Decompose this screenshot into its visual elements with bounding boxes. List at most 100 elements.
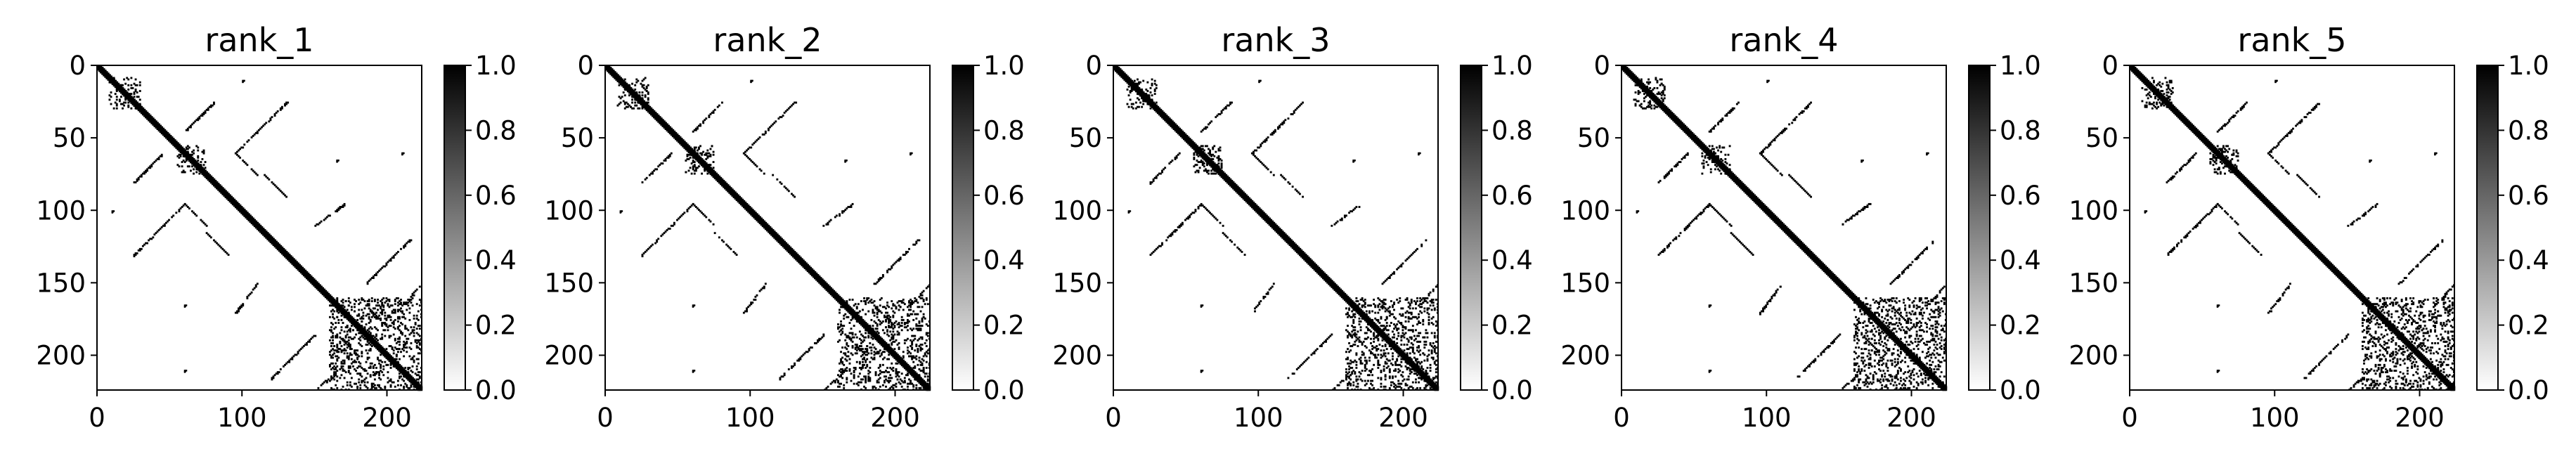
heatmap-cell (396, 362, 400, 365)
heatmap-cell (779, 236, 782, 239)
heatmap-cell (869, 361, 872, 363)
heatmap-cell (195, 168, 198, 171)
heatmap-cell (231, 202, 235, 206)
heatmap-cell (910, 382, 912, 385)
heatmap-cell (885, 344, 888, 346)
heatmap-cell (644, 178, 647, 181)
heatmap-cell (361, 316, 363, 318)
heatmap-cell (912, 371, 915, 374)
heatmap-cell (350, 317, 354, 320)
heatmap-cell (378, 362, 381, 365)
heatmap-cell (246, 217, 249, 220)
heatmap-cell (910, 309, 912, 311)
heatmap-cell (608, 68, 611, 71)
heatmap-cell (242, 303, 245, 306)
heatmap-cell (865, 313, 867, 316)
heatmap-cell (911, 370, 914, 372)
heatmap-cell (888, 318, 891, 321)
heatmap-cell (872, 332, 874, 335)
heatmap-cell (829, 219, 832, 221)
heatmap-cell (760, 169, 763, 172)
heatmap-cell (295, 265, 298, 268)
heatmap-cell (182, 171, 185, 174)
heatmap-cell (336, 303, 339, 306)
heatmap-cell (791, 367, 793, 369)
heatmap-cell (822, 280, 825, 283)
heatmap-cell (321, 288, 324, 291)
heatmap-cell (254, 223, 258, 226)
heatmap-cell (922, 381, 925, 384)
heatmap-cell (201, 158, 204, 160)
heatmap-cell (329, 304, 331, 307)
heatmap-cell (799, 358, 802, 361)
heatmap-cell (880, 371, 883, 374)
heatmap-cell (806, 269, 809, 273)
heatmap-cell (922, 355, 925, 358)
heatmap-cell (915, 372, 918, 375)
heatmap-cell (881, 275, 884, 278)
heatmap-cell (358, 365, 361, 368)
heatmap-cell (292, 258, 295, 261)
heatmap-cell (791, 251, 794, 254)
heatmap-cell (881, 345, 884, 347)
heatmap-cell (399, 363, 401, 367)
heatmap-cell (772, 235, 775, 238)
heatmap-cell (344, 313, 347, 316)
heatmap-cell (164, 130, 168, 134)
heatmap-cell (840, 300, 843, 303)
heatmap-cell (696, 158, 699, 161)
heatmap-cell (201, 220, 204, 223)
heatmap-cell (343, 204, 346, 207)
heatmap-cell (910, 370, 912, 372)
heatmap-cell (892, 387, 895, 389)
heatmap-cell (798, 255, 801, 258)
heatmap-cell (874, 283, 877, 285)
heatmap-cell (840, 374, 843, 377)
heatmap-cell (329, 294, 332, 297)
heatmap-cell (247, 294, 250, 297)
heatmap-cell (683, 145, 686, 148)
heatmap-cell (363, 300, 366, 303)
heatmap-cell (667, 126, 670, 129)
heatmap-cell (391, 304, 394, 307)
heatmap-cell (783, 372, 786, 375)
heatmap-cell (865, 303, 867, 306)
heatmap-cell (100, 65, 103, 68)
heatmap-cell (840, 323, 843, 326)
heatmap-cell (825, 223, 828, 226)
heatmap-cell (242, 79, 245, 82)
heatmap-cell (709, 169, 712, 172)
heatmap-cell (640, 82, 642, 85)
heatmap-cell (877, 339, 881, 342)
heatmap-cell (384, 329, 387, 332)
heatmap-cell (896, 356, 899, 359)
heatmap-cell (205, 176, 208, 180)
heatmap-cell (130, 84, 133, 86)
heatmap-cell (846, 381, 848, 384)
heatmap-cell (340, 349, 343, 352)
heatmap-cell (369, 348, 372, 351)
heatmap-cell (391, 381, 394, 384)
heatmap-cell (854, 313, 857, 316)
heatmap-cell (133, 181, 136, 183)
heatmap-cell (197, 156, 200, 159)
heatmap-cell (756, 219, 758, 221)
heatmap-cell (828, 287, 831, 290)
heatmap-cell (380, 349, 382, 352)
heatmap-cell (332, 332, 335, 335)
heatmap-cell (862, 363, 864, 366)
heatmap-cell (718, 175, 721, 178)
heatmap-cell (879, 349, 881, 352)
heatmap-cell (110, 91, 112, 94)
heatmap-cell (359, 339, 362, 342)
heatmap-cell (197, 167, 200, 169)
heatmap-cell (339, 342, 342, 344)
heatmap-cell (761, 223, 765, 226)
heatmap-cell (718, 176, 721, 180)
heatmap-cell (318, 284, 321, 287)
heatmap-cell (163, 133, 167, 136)
heatmap-cell (919, 325, 922, 327)
heatmap-cell (174, 143, 176, 146)
heatmap-cell (350, 337, 353, 340)
heatmap-cell (134, 101, 137, 104)
